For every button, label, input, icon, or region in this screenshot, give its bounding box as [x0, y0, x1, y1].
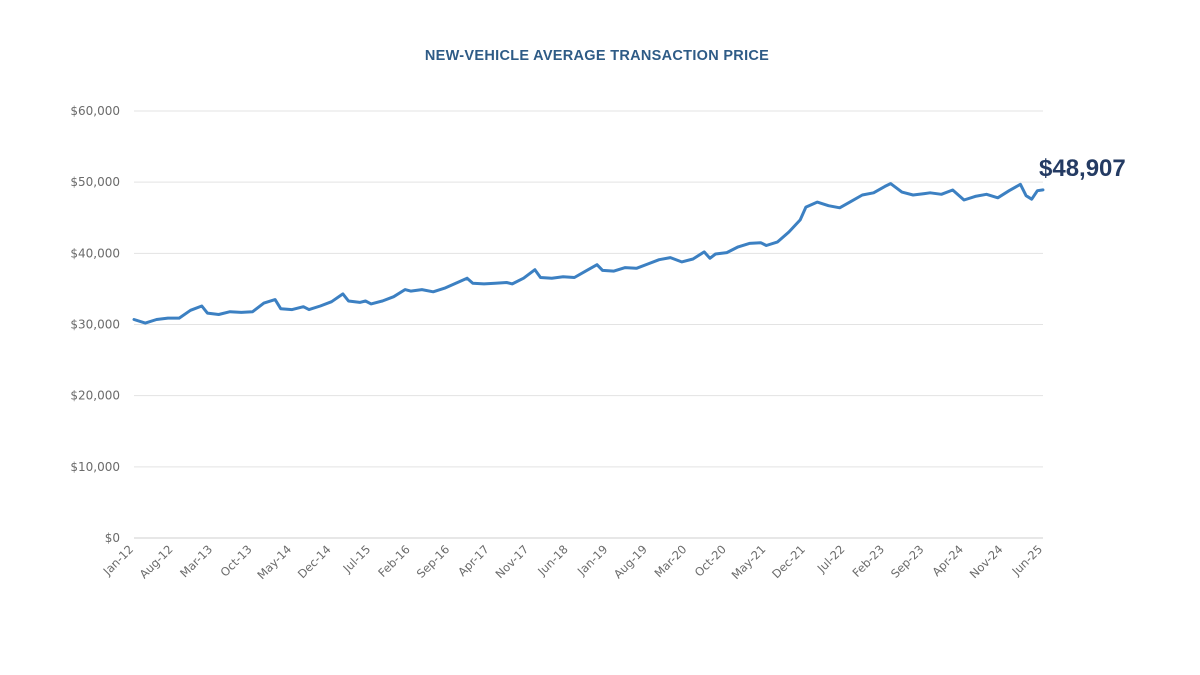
x-tick-label: Nov-17	[493, 542, 532, 581]
x-tick-label: Jun-25	[1009, 542, 1046, 579]
x-tick-label: Aug-12	[137, 542, 176, 581]
x-tick-label: Oct-20	[692, 542, 729, 579]
series-layer	[132, 182, 1045, 325]
y-tick-label: $30,000	[70, 318, 120, 332]
x-tick-label: Mar-20	[651, 542, 689, 580]
x-tick-label: May-21	[729, 542, 769, 582]
x-tick-label: Sep-23	[888, 542, 927, 581]
x-tick-label: Jan-19	[574, 542, 610, 578]
x-tick-label: Feb-16	[375, 542, 413, 580]
chart-title: NEW-VEHICLE AVERAGE TRANSACTION PRICE	[425, 48, 769, 64]
x-tick-label: Feb-23	[849, 542, 887, 580]
y-tick-label: $60,000	[70, 104, 120, 118]
y-tick-label: $0	[105, 531, 120, 545]
gridlines	[134, 110, 1043, 539]
x-tick-label: Jan-12	[100, 542, 136, 578]
x-tick-label: Apr-17	[455, 542, 492, 579]
y-tick-label: $40,000	[70, 246, 120, 260]
x-tick-label: Aug-19	[611, 542, 650, 581]
x-axis-ticks: Jan-12 Aug-12 Mar-13 Oct-13 May-14 Dec-14 Jul-…	[100, 542, 1045, 582]
y-tick-label: $50,000	[70, 175, 120, 189]
x-tick-label: Jul-22	[814, 542, 848, 576]
x-tick-label: Sep-16	[414, 542, 453, 581]
x-tick-label: Nov-24	[967, 542, 1006, 581]
x-tick-label: Dec-21	[769, 542, 808, 581]
x-tick-label: Apr-24	[929, 542, 966, 579]
x-tick-label: Mar-13	[177, 542, 215, 580]
latest-value-callout: $48,907	[1039, 155, 1126, 182]
x-tick-label: Oct-13	[217, 542, 254, 579]
x-tick-label: May-14	[254, 542, 294, 582]
x-tick-label: Jul-15	[340, 542, 374, 576]
x-tick-label: Jun-18	[534, 542, 571, 579]
x-tick-label: Dec-14	[295, 542, 334, 581]
y-tick-label: $10,000	[70, 460, 120, 474]
series-line	[132, 182, 1045, 325]
y-axis-ticks: $0 $10,000 $20,000 $30,000 $40,000 $50,000 $60…	[70, 104, 120, 545]
y-tick-label: $20,000	[70, 389, 120, 403]
